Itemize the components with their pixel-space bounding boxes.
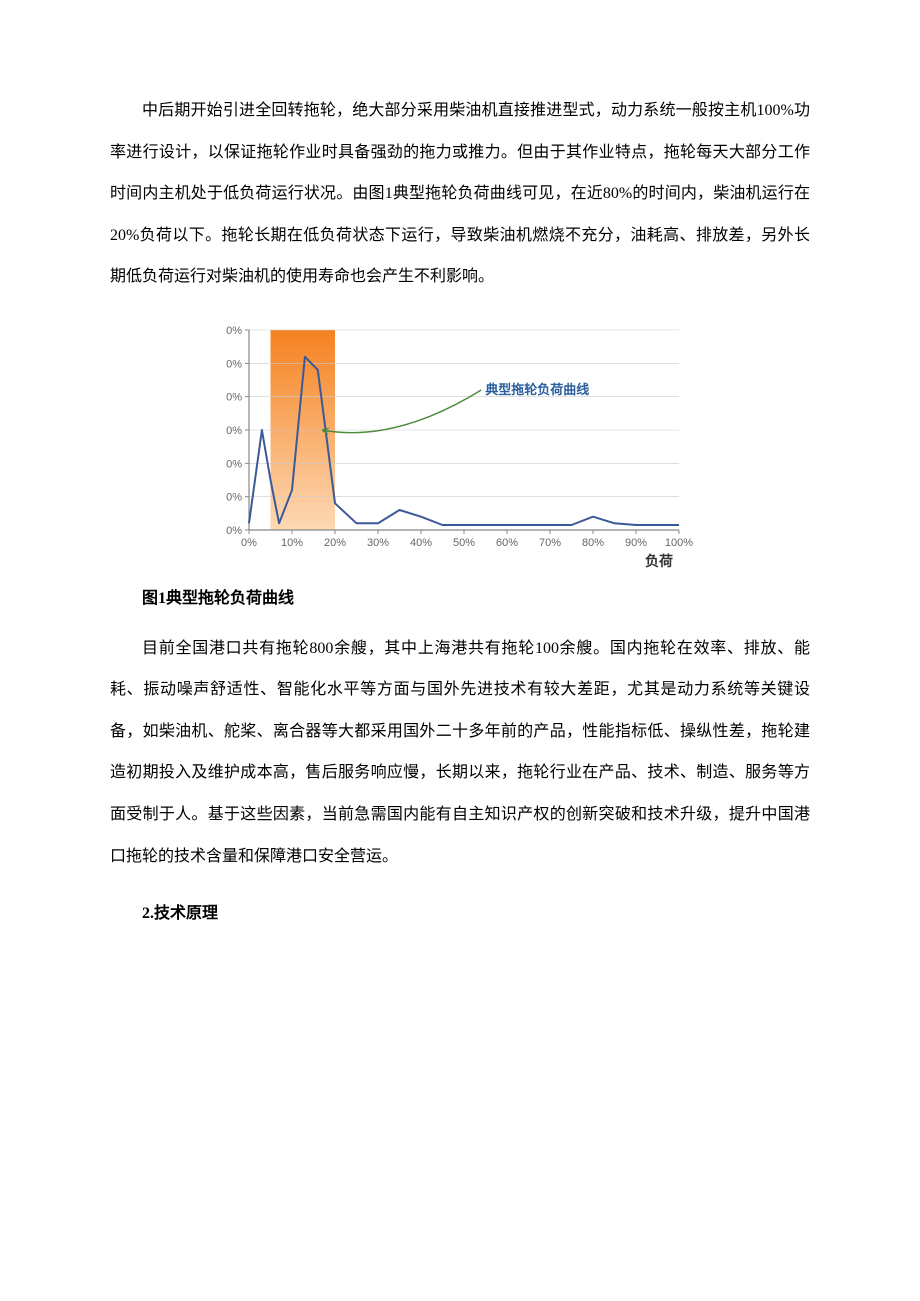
x-tick-label: 30% xyxy=(367,537,389,549)
x-tick-label: 50% xyxy=(453,537,475,549)
figure-caption: 图1典型拖轮负荷曲线 xyxy=(110,578,810,620)
paragraph-2: 目前全国港口共有拖轮800余艘，其中上海港共有拖轮100余艘。国内拖轮在效率、排… xyxy=(110,628,810,878)
x-axis-label: 负荷 xyxy=(645,553,673,569)
legend-label: 典型拖轮负荷曲线 xyxy=(485,382,589,397)
x-tick-label: 80% xyxy=(582,537,604,549)
x-tick-label: 0% xyxy=(241,537,257,549)
chart-container: 0%0%0%0%0%0%0%0%10%20%30%40%50%60%70%80%… xyxy=(215,322,705,572)
paragraph-1: 中后期开始引进全回转拖轮，绝大部分采用柴油机直接推进型式，动力系统一般按主机10… xyxy=(110,90,810,298)
x-tick-label: 20% xyxy=(324,537,346,549)
x-tick-label: 60% xyxy=(496,537,518,549)
x-tick-label: 100% xyxy=(665,537,693,549)
load-curve-chart: 0%0%0%0%0%0%0%0%10%20%30%40%50%60%70%80%… xyxy=(215,322,699,572)
y-tick-label: 0% xyxy=(226,458,242,470)
y-tick-label: 0% xyxy=(226,525,242,537)
y-tick-label: 0% xyxy=(226,425,242,437)
x-tick-label: 70% xyxy=(539,537,561,549)
y-tick-label: 0% xyxy=(226,392,242,404)
x-tick-label: 90% xyxy=(625,537,647,549)
x-tick-label: 10% xyxy=(281,537,303,549)
y-tick-label: 0% xyxy=(226,325,242,337)
x-tick-label: 40% xyxy=(410,537,432,549)
y-tick-label: 0% xyxy=(226,358,242,370)
y-tick-label: 0% xyxy=(226,492,242,504)
section-heading-2: 2.技术原理 xyxy=(110,893,810,935)
